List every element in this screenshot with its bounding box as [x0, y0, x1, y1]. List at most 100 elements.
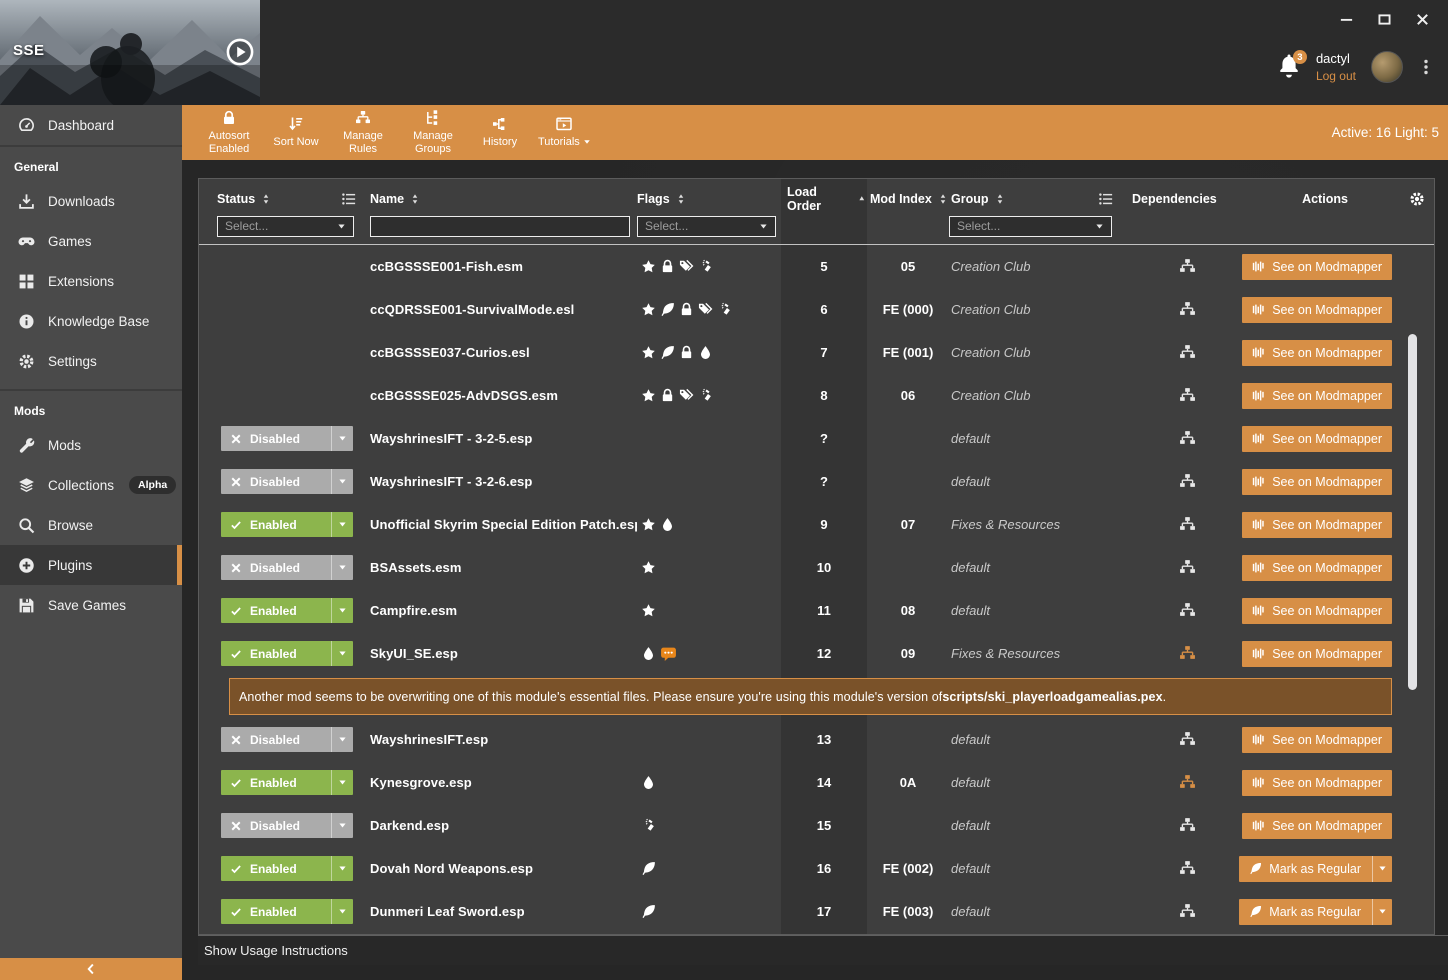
see-on-modmapper-button[interactable]: See on Modmapper: [1242, 641, 1392, 667]
play-button[interactable]: [226, 38, 254, 66]
plugin-status-toggle[interactable]: Disabled: [221, 555, 353, 580]
column-header-flags[interactable]: Flags: [637, 192, 781, 206]
plugin-status-toggle[interactable]: Enabled: [221, 598, 353, 623]
scrollbar-thumb[interactable]: [1408, 334, 1417, 690]
plugin-status-toggle[interactable]: Enabled: [221, 899, 353, 924]
column-header-status[interactable]: Status: [199, 192, 366, 206]
flags-filter-select[interactable]: Select...: [637, 216, 776, 237]
plugin-status-toggle[interactable]: Enabled: [221, 512, 353, 537]
see-on-modmapper-button[interactable]: See on Modmapper: [1242, 469, 1392, 495]
sitemap-icon[interactable]: [1179, 602, 1196, 619]
sitemap-icon[interactable]: [1179, 516, 1196, 533]
see-on-modmapper-button[interactable]: See on Modmapper: [1242, 598, 1392, 624]
plugin-name: WayshrinesIFT - 3-2-6.esp: [366, 474, 637, 489]
see-on-modmapper-button[interactable]: See on Modmapper: [1242, 813, 1392, 839]
see-on-modmapper-button[interactable]: See on Modmapper: [1242, 512, 1392, 538]
plugin-status-toggle[interactable]: Enabled: [221, 770, 353, 795]
sidebar-item-dashboard[interactable]: Dashboard: [0, 105, 182, 147]
sidebar-item-settings[interactable]: Settings: [0, 341, 182, 381]
status-filter-select[interactable]: Select...: [217, 216, 354, 237]
see-on-modmapper-button[interactable]: See on Modmapper: [1242, 727, 1392, 753]
see-on-modmapper-button[interactable]: See on Modmapper: [1242, 254, 1392, 280]
chevron-down-icon[interactable]: [331, 727, 353, 752]
sidebar-item-mods[interactable]: Mods: [0, 425, 182, 465]
chevron-down-icon[interactable]: [331, 512, 353, 537]
sitemap-icon[interactable]: [1179, 301, 1196, 318]
sidebar-collapse-button[interactable]: [0, 958, 182, 980]
gear-icon[interactable]: [1409, 191, 1425, 207]
sidebar-item-save-games[interactable]: Save Games: [0, 585, 182, 625]
logout-link[interactable]: Log out: [1316, 68, 1356, 84]
see-on-modmapper-button[interactable]: See on Modmapper: [1242, 297, 1392, 323]
history-button[interactable]: History: [468, 105, 532, 160]
sort-now-button[interactable]: Sort Now: [264, 105, 328, 160]
chevron-down-icon[interactable]: [1372, 856, 1392, 882]
chevron-down-icon[interactable]: [331, 899, 353, 924]
manage-groups-button[interactable]: Manage Groups: [398, 105, 468, 160]
maximize-icon[interactable]: [1377, 12, 1392, 27]
sidebar-item-browse[interactable]: Browse: [0, 505, 182, 545]
overflow-menu-icon[interactable]: [1418, 57, 1434, 77]
chevron-down-icon[interactable]: [331, 813, 353, 838]
see-on-modmapper-button[interactable]: See on Modmapper: [1242, 340, 1392, 366]
sitemap-icon[interactable]: [1179, 473, 1196, 490]
sitemap-icon[interactable]: [1179, 903, 1196, 920]
chevron-down-icon[interactable]: [331, 770, 353, 795]
see-on-modmapper-button[interactable]: See on Modmapper: [1242, 555, 1392, 581]
chevron-down-icon[interactable]: [331, 641, 353, 666]
sitemap-icon[interactable]: [1179, 774, 1196, 791]
column-header-mod-index[interactable]: Mod Index: [867, 192, 949, 206]
sidebar-item-plugins[interactable]: Plugins: [0, 545, 182, 585]
column-header-name[interactable]: Name: [366, 192, 637, 206]
feather-icon: [1249, 862, 1262, 875]
plugin-status-toggle[interactable]: Enabled: [221, 856, 353, 881]
see-on-modmapper-button[interactable]: See on Modmapper: [1242, 770, 1392, 796]
sitemap-icon[interactable]: [1179, 258, 1196, 275]
mark-as-regular-button[interactable]: Mark as Regular: [1239, 899, 1392, 925]
plugin-status-toggle[interactable]: Disabled: [221, 813, 353, 838]
see-on-modmapper-button[interactable]: See on Modmapper: [1242, 426, 1392, 452]
chevron-down-icon[interactable]: [331, 469, 353, 494]
tutorials-button[interactable]: Tutorials: [532, 105, 597, 160]
plugin-status-toggle[interactable]: Enabled: [221, 641, 353, 666]
close-icon[interactable]: [1415, 12, 1430, 27]
name-filter-input[interactable]: [370, 216, 630, 237]
sitemap-icon[interactable]: [1179, 731, 1196, 748]
sitemap-icon[interactable]: [1179, 817, 1196, 834]
chevron-down-icon[interactable]: [331, 598, 353, 623]
plugin-status-toggle[interactable]: Disabled: [221, 426, 353, 451]
manage-rules-button[interactable]: Manage Rules: [328, 105, 398, 160]
plugin-status-toggle[interactable]: Disabled: [221, 727, 353, 752]
sidebar-item-downloads[interactable]: Downloads: [0, 181, 182, 221]
see-on-modmapper-button[interactable]: See on Modmapper: [1242, 383, 1392, 409]
sitemap-icon[interactable]: [1179, 344, 1196, 361]
sitemap-icon[interactable]: [1179, 559, 1196, 576]
show-usage-instructions[interactable]: Show Usage Instructions: [198, 935, 1448, 965]
column-header-group[interactable]: Group: [949, 192, 1123, 206]
avatar[interactable]: [1371, 51, 1403, 83]
chevron-down-icon[interactable]: [331, 555, 353, 580]
sidebar-item-games[interactable]: Games: [0, 221, 182, 261]
sidebar-item-extensions[interactable]: Extensions: [0, 261, 182, 301]
list-icon[interactable]: [1099, 192, 1113, 206]
sidebar-item-collections[interactable]: Collections Alpha: [0, 465, 182, 505]
minimize-icon[interactable]: [1339, 12, 1354, 27]
group-filter-select[interactable]: Select...: [949, 216, 1112, 237]
sitemap-icon[interactable]: [1179, 430, 1196, 447]
chevron-down-icon[interactable]: [331, 856, 353, 881]
sitemap-icon[interactable]: [1179, 860, 1196, 877]
sitemap-icon[interactable]: [1179, 387, 1196, 404]
notifications-button[interactable]: 3: [1277, 54, 1301, 79]
sitemap-icon[interactable]: [1179, 645, 1196, 662]
mark-as-regular-button[interactable]: Mark as Regular: [1239, 856, 1392, 882]
sidebar-item-knowledge-base[interactable]: Knowledge Base: [0, 301, 182, 341]
list-icon[interactable]: [342, 192, 356, 206]
chevron-down-icon[interactable]: [331, 426, 353, 451]
plugin-status-toggle[interactable]: Disabled: [221, 469, 353, 494]
chevron-down-icon[interactable]: [1372, 899, 1392, 925]
autosort-toggle-button[interactable]: Autosort Enabled: [194, 105, 264, 160]
column-header-load-order[interactable]: Load Order: [781, 185, 867, 213]
sort-up-icon: [857, 193, 867, 205]
droplet-icon: [641, 646, 656, 661]
chevron-down-icon: [337, 222, 346, 231]
